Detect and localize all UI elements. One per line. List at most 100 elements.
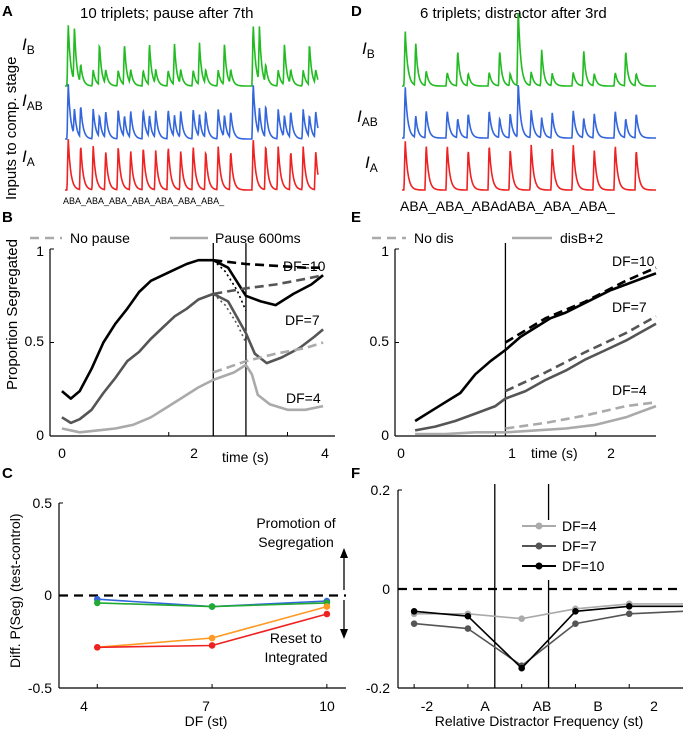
curve-label-df4: DF=4	[612, 382, 647, 398]
trace-label-ia: IA	[22, 147, 35, 169]
y-tick-label: 0	[36, 427, 44, 443]
panel-c: C Diff. P(Seg) (test-control) 0.5 0 -0.5…	[2, 465, 348, 729]
data-point	[323, 603, 331, 610]
x-tick-label: 1	[508, 445, 516, 461]
panel-e: E No dis disB+2 0 0.5 1 0 1 2 time (s) D…	[351, 209, 657, 461]
y-tick-label: 0.5	[25, 333, 45, 349]
annotation-segregation: Segregation	[258, 534, 334, 550]
trace-label-ia: IA	[365, 153, 378, 175]
annotation-reset: Reset to	[270, 630, 322, 646]
sequence-label: ABA_ABA_ABAdABA_ABA_ABA_	[400, 198, 615, 214]
curve-label-df10: DF=10	[612, 253, 655, 269]
panel-f: F 0.2 0 -0.2 -2 A AB B 2 Relative Distra…	[351, 465, 684, 729]
trace-label-iab: IAB	[22, 91, 43, 113]
data-point	[625, 610, 633, 618]
y-tick-label: 1	[381, 243, 389, 259]
curve-label-df7: DF=7	[612, 299, 647, 315]
panel-b-ylabel: Proportion Segregated	[4, 239, 21, 390]
legend-no-pause: No pause	[70, 230, 130, 246]
trace-ib	[65, 25, 319, 87]
legend-label-df4: DF=4	[562, 518, 597, 534]
series-line	[504, 315, 657, 393]
panel-d-letter: D	[351, 3, 362, 20]
panel-c-letter: C	[2, 465, 13, 482]
x-tick-label: B	[593, 698, 602, 714]
data-point	[93, 644, 101, 651]
data-point	[625, 603, 633, 610]
data-point	[410, 607, 418, 615]
data-point	[208, 603, 216, 610]
legend-marker-df7	[535, 542, 543, 550]
x-tick-label: 0	[58, 445, 66, 461]
series-line	[212, 341, 324, 374]
trace-iab	[402, 84, 656, 139]
y-tick-label: -0.5	[28, 680, 52, 696]
panel-f-xlabel: Relative Distractor Frequency (st)	[435, 713, 644, 729]
series-line	[414, 605, 683, 670]
legend-label-df10: DF=10	[562, 558, 605, 574]
series-line	[415, 404, 657, 436]
x-tick-label: -2	[421, 698, 434, 714]
arrow-down-head	[340, 629, 348, 639]
data-point	[464, 612, 472, 620]
legend-marker-df4	[535, 522, 543, 530]
series-line	[61, 292, 324, 425]
annotation-integrated: Integrated	[264, 649, 327, 665]
trace-label-ib: IB	[22, 35, 35, 57]
x-tick-label: 7	[202, 698, 210, 714]
y-tick-label: -0.2	[366, 680, 390, 696]
data-point	[323, 610, 331, 618]
x-tick-label: AB	[533, 698, 552, 714]
legend-box	[518, 520, 678, 580]
data-point	[208, 634, 216, 642]
data-point	[518, 664, 525, 672]
y-tick-label: 0	[382, 581, 390, 597]
series-line	[61, 258, 324, 400]
y-tick-label: 0.5	[33, 495, 53, 511]
x-tick-label: 0	[397, 445, 405, 461]
panel-a: A 10 triplets; pause after 7th Inputs to…	[2, 3, 319, 206]
legend-marker-df10	[535, 562, 543, 570]
x-tick-label: 4	[80, 698, 88, 714]
series-line	[414, 603, 683, 620]
curve-label-df10: DF=10	[283, 258, 326, 274]
x-tick-label: 2	[190, 445, 198, 461]
panel-b-letter: B	[2, 209, 13, 226]
sequence-label: ABA_ABA_ABA_ABA_ABA_ABA_ABA_	[63, 196, 225, 206]
data-point	[572, 607, 579, 615]
legend-pause: Pause 600ms	[215, 230, 301, 246]
legend-dis: disB+2	[560, 230, 603, 246]
x-tick-label: A	[480, 698, 490, 714]
data-point	[572, 620, 579, 627]
trace-ia	[402, 141, 656, 191]
curve-label-df4: DF=4	[286, 390, 321, 406]
data-point	[93, 599, 101, 607]
panel-c-ylabel: Diff. P(Seg) (test-control)	[7, 513, 23, 668]
panel-b-plot	[49, 243, 335, 437]
series-line	[414, 272, 657, 423]
series-line	[61, 363, 324, 434]
series-line	[213, 273, 324, 296]
panel-e-xlabel: time (s)	[531, 445, 578, 461]
data-point	[518, 615, 525, 622]
annotation-promotion: Promotion of	[256, 515, 335, 531]
y-tick-label: 0	[44, 587, 52, 603]
panel-b-xlabel: time (s)	[222, 449, 269, 465]
data-point	[464, 625, 472, 632]
series-line	[414, 322, 657, 432]
legend-no-dis: No dis	[414, 230, 454, 246]
trace-label-iab: IAB	[357, 107, 378, 129]
x-tick-label: 2	[607, 445, 615, 461]
series-line	[213, 258, 324, 270]
panel-e-plot	[394, 243, 657, 437]
panel-c-xlabel: DF (st)	[185, 713, 228, 729]
panel-f-letter: F	[351, 465, 360, 482]
legend-label-df7: DF=7	[562, 538, 597, 554]
data-point	[208, 642, 216, 649]
y-tick-label: 0.5	[370, 333, 390, 349]
series-line	[414, 610, 684, 667]
panel-a-title: 10 triplets; pause after 7th	[80, 5, 253, 22]
data-point	[410, 620, 418, 627]
trace-ia	[65, 139, 319, 191]
